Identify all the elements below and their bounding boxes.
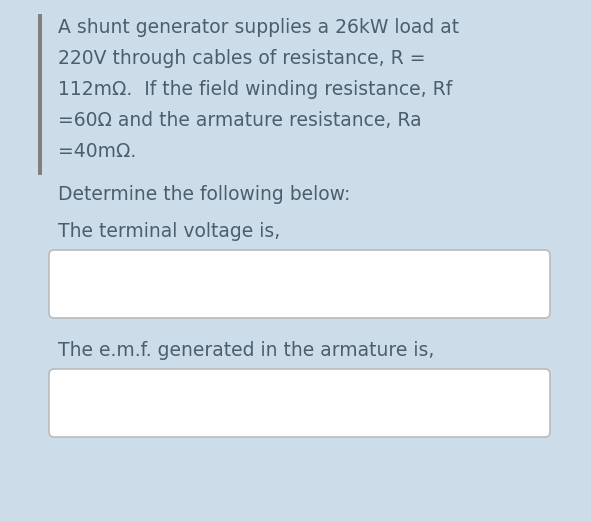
Text: The terminal voltage is,: The terminal voltage is,: [58, 222, 280, 241]
FancyBboxPatch shape: [49, 250, 550, 318]
Text: 112mΩ.  If the field winding resistance, Rf: 112mΩ. If the field winding resistance, …: [58, 80, 452, 99]
Text: The e.m.f. generated in the armature is,: The e.m.f. generated in the armature is,: [58, 341, 434, 360]
Text: Determine the following below:: Determine the following below:: [58, 185, 350, 204]
Text: =60Ω and the armature resistance, Ra: =60Ω and the armature resistance, Ra: [58, 111, 421, 130]
Text: =40mΩ.: =40mΩ.: [58, 142, 137, 161]
Bar: [38, 14, 42, 175]
FancyBboxPatch shape: [49, 369, 550, 437]
Text: 220V through cables of resistance, R =: 220V through cables of resistance, R =: [58, 49, 426, 68]
Text: A shunt generator supplies a 26kW load at: A shunt generator supplies a 26kW load a…: [58, 18, 459, 37]
